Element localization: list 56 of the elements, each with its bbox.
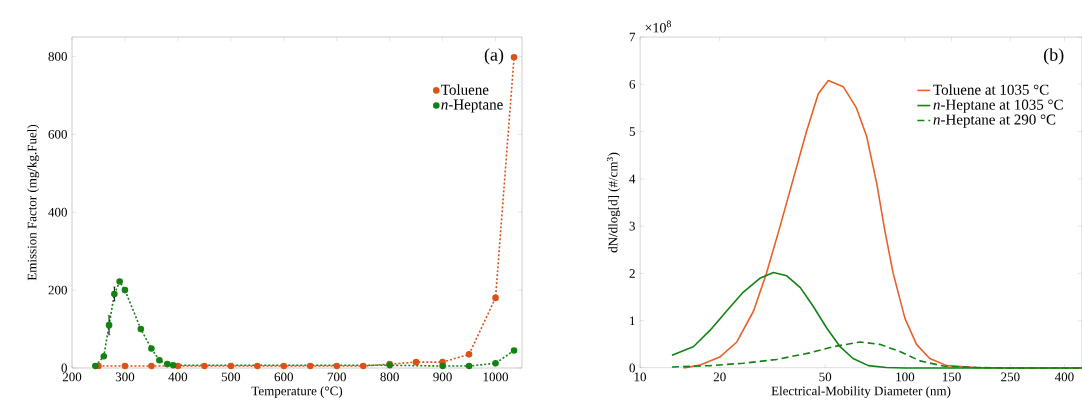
- point: [465, 351, 473, 358]
- legend-label: Toluene: [441, 84, 489, 95]
- x-tick-label: 900: [433, 372, 452, 382]
- point: [333, 362, 341, 370]
- point: [148, 362, 155, 370]
- x-tick-label: 100: [896, 372, 915, 382]
- y-tick-label: 7: [629, 32, 636, 42]
- y-tick-label: 200: [48, 285, 67, 295]
- legend-label: n-Heptane at 1035 °C: [933, 99, 1063, 113]
- x-tick-label: 300: [115, 372, 135, 382]
- annotation: (b): [1044, 48, 1064, 65]
- y-tick-label: 0: [61, 363, 67, 373]
- point: [121, 362, 129, 370]
- point: [280, 362, 288, 370]
- point: [492, 294, 499, 302]
- x-tick-label: 600: [274, 372, 294, 382]
- x-tick-label: 700: [327, 372, 346, 382]
- x-tick-label: 20: [713, 372, 726, 382]
- y-tick-label: 1: [630, 316, 635, 325]
- x-axis-title: Temperature (°C): [251, 386, 343, 398]
- x-tick-label: 400: [168, 372, 188, 382]
- x-tick-label: 400: [1054, 372, 1074, 382]
- point: [111, 290, 118, 298]
- y-tick-label: 0: [629, 363, 635, 373]
- x-tick-label: 150: [942, 372, 961, 382]
- x-tick-label: 10: [634, 372, 647, 382]
- point: [105, 321, 113, 329]
- point: [254, 362, 261, 370]
- point: [359, 362, 367, 370]
- legend-label: n-Heptane at 290 °C: [933, 114, 1056, 128]
- point: [510, 53, 518, 61]
- x-tick-label: 800: [380, 372, 399, 382]
- legend-label: n-Heptane: [441, 99, 503, 113]
- point: [306, 362, 314, 370]
- y-tick-label: 3: [629, 221, 635, 231]
- y-axis-title: Emission Factor (mg/kg.Fuel): [27, 124, 40, 281]
- y-tick-label: 800: [48, 52, 67, 61]
- legend-label: Toluene at 1035 °C: [933, 84, 1049, 95]
- y-tick-label: 6: [629, 79, 636, 89]
- x-tick-label: 200: [62, 372, 82, 382]
- y-tick-label: 4: [629, 174, 636, 184]
- y-axis-title: dN/dlog[d] (#/cm$^{3}$): [606, 152, 621, 253]
- annotation: (a): [484, 48, 504, 65]
- y-tick-label: 400: [48, 207, 67, 217]
- x-tick-label: 1000: [483, 372, 509, 382]
- point: [412, 358, 420, 366]
- y-tick-label: 2: [629, 269, 635, 278]
- x-tick-label: 50: [819, 372, 832, 382]
- y-tick-label: 600: [48, 129, 67, 139]
- x-tick-label: 500: [221, 372, 241, 382]
- x-axis-title: Electrical-Mobility Diameter (nm): [771, 386, 951, 398]
- point: [201, 362, 208, 370]
- text: ×10$^{8}$: [645, 20, 671, 33]
- point: [227, 362, 235, 370]
- x-tick-label: 250: [1001, 372, 1020, 382]
- y-tick-label: 5: [629, 127, 635, 136]
